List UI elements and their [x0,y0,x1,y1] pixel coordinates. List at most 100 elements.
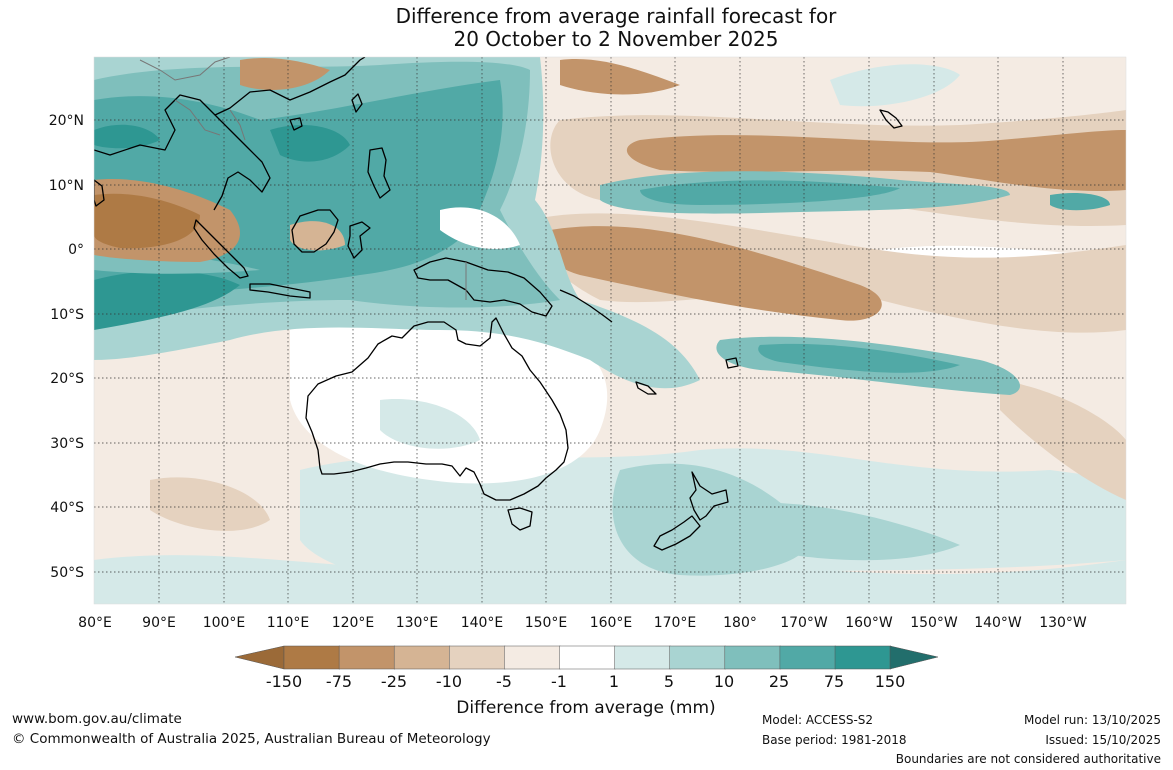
shading-region [94,270,240,330]
shading-region [290,221,345,251]
lat-label-10s: 10°S [50,307,84,323]
sumatra-coastline [193,219,249,279]
model-name: Model: ACCESS-S2 [762,713,874,727]
colorbar-segment [614,645,671,670]
tasmania-coastline [507,507,533,531]
title-line-1: Difference from average rainfall forecas… [395,4,837,28]
fiji-coastline [725,357,739,369]
lat-label-20s: 20°S [50,371,84,387]
solomon-islands-coastline [559,289,613,323]
boundaries-disclaimer: Boundaries are not considered authoritat… [895,752,1161,766]
philippines-coastline [367,147,391,199]
colorbar-tick: 75 [824,672,844,691]
lat-label-10n: 10°N [49,178,84,194]
colorbar-tick: 5 [664,672,674,691]
colorbar-tick: -150 [266,672,302,691]
map-frame [93,56,1127,605]
colorbar-segment [834,645,891,670]
australia-coastline [305,317,569,501]
colorbar-segment [724,645,781,670]
colorbar: -150 -75 -25 -10 -5 -1 1 5 10 25 75 150 … [234,645,939,718]
shading-region [1050,193,1110,211]
lon-label-130w: 130°W [1039,615,1087,631]
shading-region [290,306,608,484]
shading-region [626,130,1126,191]
shading-region [94,193,200,249]
base-period: Base period: 1981-2018 [762,733,907,747]
shading-region [240,58,330,90]
shading-region [380,399,480,449]
colorbar-tick: -5 [496,672,512,691]
lat-label-0: 0° [68,242,84,258]
java-coastline [249,283,311,299]
shading-region [560,59,680,95]
lat-label-30s: 30°S [50,436,84,452]
colorbar-segment [559,645,616,670]
indochina-coastline [213,114,271,211]
colorbar-label: Difference from average (mm) [456,698,715,718]
lon-label-120e: 120°E [332,615,375,631]
new-guinea-coastline [413,257,553,317]
lon-label-170e: 170°E [654,615,697,631]
colorbar-tick: 150 [875,672,906,691]
shading-region [270,125,350,162]
lon-label-160e: 160°E [590,615,633,631]
colorbar-tick: -1 [551,672,567,691]
new-caledonia-coastline [635,381,657,395]
south-island-nz-coastline [653,515,701,551]
shading-region [94,124,160,149]
shading-region [730,502,960,561]
north-island-nz-coastline [689,471,729,521]
shading-region [150,477,270,531]
lon-label-110e: 110°E [267,615,310,631]
borneo-coastline [291,209,339,253]
shading-region [440,207,520,250]
coastlines [94,57,903,551]
model-run-date: Model run: 13/10/2025 [1023,713,1161,727]
website-link[interactable]: www.bom.gov.au/climate [12,711,182,727]
colorbar-segment [669,645,726,670]
sulawesi-coastline [347,221,371,259]
hainan-coastline [289,117,303,131]
shading-region [758,343,960,373]
colorbar-segment [449,645,506,670]
colorbar-tick: -75 [326,672,352,691]
lon-label-100e: 100°E [203,615,246,631]
colorbar-tick: 10 [714,672,734,691]
issued-date: Issued: 15/10/2025 [1045,733,1161,747]
graticule [94,57,1126,604]
lon-label-180: 180° [723,615,757,631]
taiwan-coastline [351,93,363,113]
lon-label-150w: 150°W [910,615,958,631]
colorbar-arrow-low [234,645,285,670]
colorbar-tick: -25 [381,672,407,691]
map-field [94,57,1126,604]
sri-lanka-coastline [94,179,105,207]
mainland-asia-coastline [94,57,366,156]
lon-label-140e: 140°E [461,615,504,631]
lon-label-160w: 160°W [845,615,893,631]
title-line-2: 20 October to 2 November 2025 [453,27,779,51]
colorbar-segment [338,645,396,670]
colorbar-segment [283,645,340,670]
colorbar-segment [779,645,836,670]
lat-label-50s: 50°S [50,565,84,581]
colorbar-tick: 1 [609,672,619,691]
lon-label-150e: 150°E [525,615,568,631]
shading-region [545,226,882,321]
lat-label-20n: 20°N [49,113,84,129]
colorbar-tick: 25 [769,672,789,691]
shading-region [830,64,960,107]
colorbar-arrow-high [889,645,939,670]
lon-label-130e: 130°E [396,615,439,631]
country-borders [139,57,467,300]
colorbar-segment [504,645,561,670]
lon-label-90e: 90°E [142,615,176,631]
lat-label-40s: 40°S [50,500,84,516]
lon-label-170w: 170°W [780,615,828,631]
shading-region [1000,380,1126,500]
lon-label-80e: 80°E [78,615,112,631]
colorbar-segment [393,645,451,670]
shading-region [640,180,900,205]
